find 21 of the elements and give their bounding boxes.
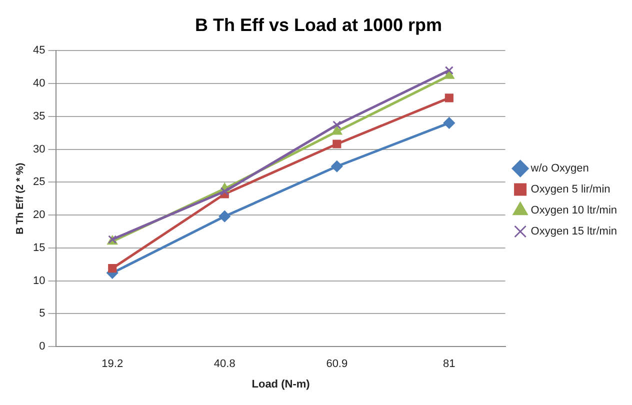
y-tick-label: 30 bbox=[32, 143, 46, 156]
x-tick-label: 60.9 bbox=[326, 358, 348, 370]
x-tick-label: 81 bbox=[443, 358, 456, 370]
chart-title: B Th Eff vs Load at 1000 rpm bbox=[194, 14, 442, 35]
y-tick-label: 0 bbox=[39, 340, 46, 353]
legend-label: w/o Oxygen bbox=[530, 162, 589, 175]
x-tick-label: 19.2 bbox=[102, 358, 124, 370]
legend-label: Oxygen 10 ltr/min bbox=[530, 204, 617, 217]
y-tick-label: 5 bbox=[39, 308, 46, 320]
y-tick-label: 40 bbox=[32, 78, 46, 90]
y-tick-label: 10 bbox=[32, 274, 46, 287]
y-tick-label: 20 bbox=[32, 209, 46, 222]
y-tick-label: 25 bbox=[32, 176, 46, 188]
y-tick-label: 35 bbox=[32, 110, 46, 122]
y-tick-label: 45 bbox=[32, 44, 46, 57]
legend-label: Oxygen 15 ltr/min bbox=[530, 226, 617, 238]
x-tick-label: 40.8 bbox=[214, 358, 236, 370]
x-axis-title: Load (N-m) bbox=[252, 378, 310, 390]
legend-label: Oxygen 5 lir/min bbox=[530, 184, 610, 196]
y-axis-title: B Th Eff (2 * %) bbox=[14, 162, 26, 234]
y-tick-label: 15 bbox=[32, 242, 46, 254]
